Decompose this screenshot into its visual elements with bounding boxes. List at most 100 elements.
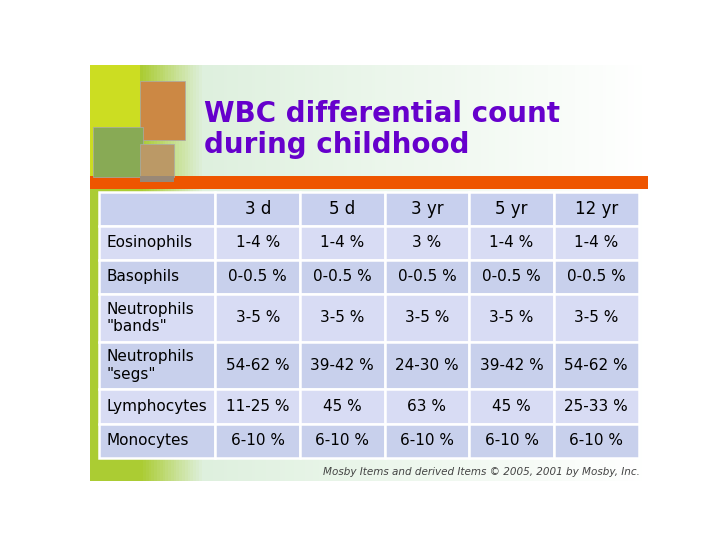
Bar [333,65,337,481]
Bar [99,342,215,389]
Bar [564,65,568,481]
Bar [408,65,412,481]
Bar [517,65,521,481]
Bar [386,65,390,481]
Bar [562,65,565,481]
Bar [413,65,418,481]
Bar [438,65,443,481]
Bar [384,226,469,260]
Bar [190,65,194,481]
Bar [210,65,214,481]
Bar [567,65,571,481]
Bar [160,65,163,481]
Text: 45 %: 45 % [323,399,361,414]
Bar [199,65,203,481]
Text: 0-0.5 %: 0-0.5 % [313,269,372,285]
Bar [450,65,454,481]
Bar [171,65,175,481]
Bar [235,65,239,481]
Bar [634,65,638,481]
Bar [609,65,613,481]
Bar [352,65,356,481]
Bar [140,82,185,140]
Bar [221,65,225,481]
Bar [431,65,434,481]
Bar [255,65,258,481]
Bar [629,65,632,481]
Bar [593,65,596,481]
Bar [503,65,507,481]
Text: 5 yr: 5 yr [495,200,528,218]
Bar [300,389,384,423]
Text: 6-10 %: 6-10 % [400,433,454,448]
Bar [469,342,554,389]
Bar [215,226,300,260]
Bar [366,65,370,481]
Bar [291,65,294,481]
Bar [215,192,300,226]
Bar [495,65,498,481]
Text: 54-62 %: 54-62 % [226,358,289,373]
Bar [349,65,354,481]
Bar [369,65,373,481]
Bar [246,65,250,481]
Text: 6-10 %: 6-10 % [315,433,369,448]
Bar [380,65,384,481]
Bar [550,65,554,481]
Bar [99,192,215,226]
Bar [140,144,174,177]
Bar [282,65,287,481]
Bar [99,389,215,423]
Bar [570,65,574,481]
Bar [196,65,200,481]
Bar [266,65,270,481]
Bar [511,65,516,481]
Bar [500,65,504,481]
Bar [166,65,169,481]
Bar [218,65,222,481]
Bar [581,65,585,481]
Bar [383,65,387,481]
Bar [263,65,267,481]
Bar [132,65,136,481]
Text: 11-25 %: 11-25 % [226,399,289,414]
Bar [572,65,577,481]
Text: 24-30 %: 24-30 % [395,358,459,373]
Bar [140,65,144,481]
Bar [361,65,364,481]
Bar [118,65,122,481]
Bar [478,65,482,481]
Bar [249,65,253,481]
Text: Neutrophils
"bands": Neutrophils "bands" [106,302,194,334]
Bar [469,389,554,423]
Bar [469,226,554,260]
Bar [280,65,284,481]
Bar [505,65,510,481]
Bar [554,423,639,458]
Bar [93,65,96,481]
Bar [374,65,379,481]
Bar [425,65,428,481]
Bar [433,65,437,481]
Bar [240,65,245,481]
Bar [578,65,582,481]
Bar [639,65,644,481]
Bar [416,65,420,481]
Bar [260,65,264,481]
Bar [400,65,404,481]
Bar [559,65,562,481]
Bar [126,65,130,481]
Bar [587,65,590,481]
Bar [508,65,513,481]
Bar [277,65,281,481]
Bar [481,65,485,481]
Bar [600,65,605,481]
Text: Eosinophils: Eosinophils [106,235,192,251]
Bar [104,65,108,481]
Bar [556,65,560,481]
Bar [202,65,205,481]
Bar [617,65,621,481]
Text: 1-4 %: 1-4 % [320,235,364,251]
Bar [233,65,236,481]
Bar [492,65,495,481]
